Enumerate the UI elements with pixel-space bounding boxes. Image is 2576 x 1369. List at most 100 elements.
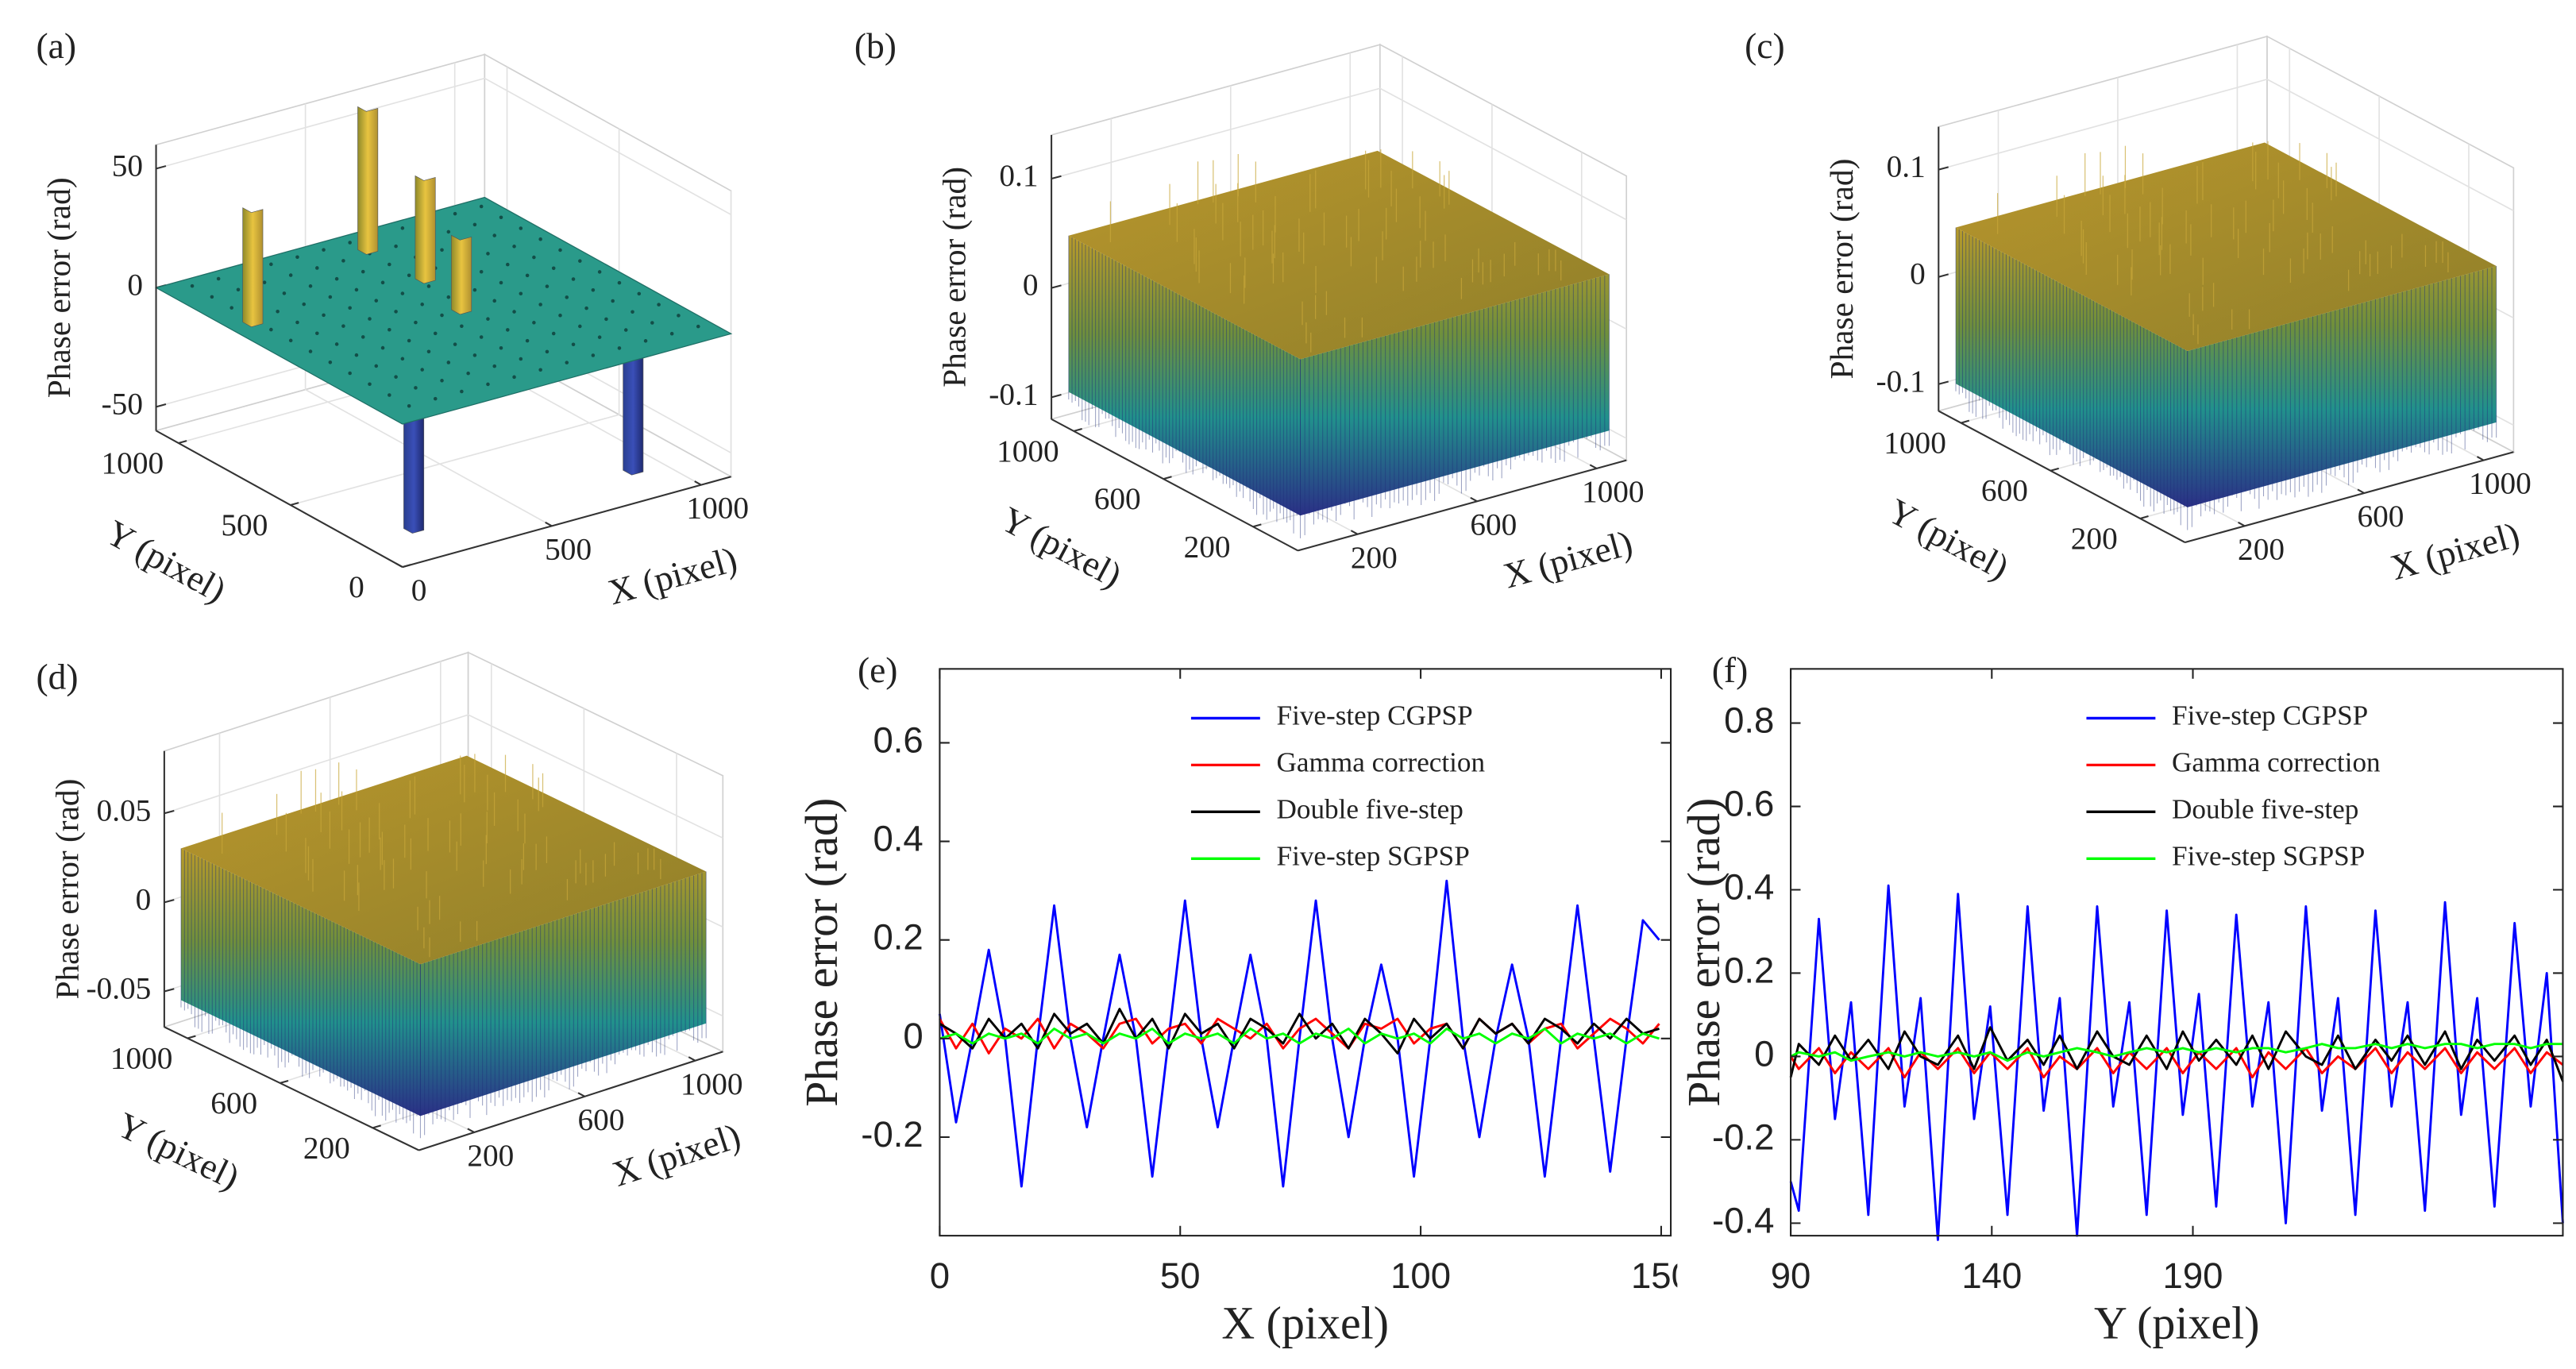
surface-dot — [479, 269, 484, 274]
surface-dot — [229, 306, 233, 310]
surface-dot — [328, 361, 333, 364]
surface-dot — [519, 291, 523, 296]
surface-dot — [643, 339, 648, 343]
panel-3d: (b) -0.1 0 0.1 200 600 1000 200 600 1000 Phase err… — [854, 25, 1645, 596]
surface-dot — [388, 262, 391, 267]
surface-dot — [519, 357, 523, 361]
surface-dot — [407, 273, 411, 278]
surface-dot — [354, 287, 359, 292]
z-tick — [164, 809, 175, 815]
surface-dot — [426, 349, 431, 353]
series-line — [939, 1017, 1660, 1055]
y-tick — [372, 1124, 381, 1129]
surface-spike — [415, 175, 436, 284]
surface-dot — [236, 287, 241, 292]
surface-dot — [315, 266, 319, 270]
y-tick — [1252, 523, 1262, 528]
surface-dot — [637, 291, 642, 296]
surface-dot — [453, 211, 457, 216]
x-tick-label: 0 — [411, 573, 427, 607]
x-tick-label: 500 — [545, 531, 592, 566]
surface-dot — [322, 313, 326, 318]
surface-dot — [571, 277, 576, 281]
y-axis-label: Phase error (rad) — [796, 798, 847, 1107]
surface-dot — [669, 331, 674, 336]
surface-dot — [446, 361, 451, 364]
y-tick — [2139, 515, 2149, 519]
surface-dot — [388, 393, 391, 397]
surface-dot — [414, 320, 418, 325]
surface-dot — [400, 226, 405, 230]
x-tick-label: 150 — [1631, 1255, 1691, 1296]
surface-dot — [433, 331, 438, 336]
surface-dot — [348, 241, 352, 245]
y-tick-label: 0.2 — [1724, 950, 1774, 990]
z-tick — [1938, 273, 1949, 278]
surface-dot — [545, 284, 550, 288]
y-axis-label: Phase error (rad) — [1678, 798, 1730, 1107]
surface-dot — [368, 382, 372, 387]
surface-spike — [623, 349, 644, 476]
x-tick-label: 90 — [1771, 1255, 1811, 1296]
surface-top — [1955, 142, 2497, 352]
surface-dot — [512, 310, 516, 314]
z-tick-label: -0.1 — [1876, 364, 1926, 399]
surface-dot — [440, 379, 444, 383]
surface-dot — [262, 280, 267, 284]
surface-dot — [486, 252, 490, 256]
surface-dot — [453, 342, 457, 346]
surface-dot — [368, 317, 372, 321]
surface-spike — [403, 407, 425, 534]
z-tick-label: 0 — [1910, 256, 1926, 291]
z-tick-label: 0.1 — [999, 158, 1038, 193]
z-tick — [156, 165, 167, 170]
surface-dot — [460, 389, 464, 394]
x-tick — [2476, 456, 2485, 461]
surface-dot — [328, 295, 333, 299]
surface-dot — [394, 244, 398, 249]
y-axis — [164, 1026, 420, 1151]
surface-dot — [617, 280, 622, 285]
y-tick-label: 1000 — [110, 1040, 173, 1075]
surface-dot — [426, 284, 431, 288]
surface-dot — [657, 303, 661, 307]
y-tick-label: 0.6 — [873, 719, 923, 760]
x-tick-label: 0 — [930, 1255, 950, 1296]
surface-dot — [525, 273, 530, 278]
y-tick-label: 0 — [903, 1016, 923, 1056]
panel-label: (c) — [1745, 25, 1785, 66]
z-tick — [1051, 284, 1062, 289]
surface-dot — [558, 248, 562, 253]
x-tick-label: 1000 — [686, 491, 749, 526]
surface-dot — [288, 338, 293, 343]
y-tick-label: 200 — [1184, 529, 1231, 564]
surface-dot — [380, 345, 385, 350]
surface-spike — [451, 234, 472, 315]
surface-top — [1068, 150, 1610, 360]
surface-dot — [400, 291, 405, 295]
surface-dot — [216, 276, 221, 281]
z-tick — [156, 403, 167, 408]
y-tick-label: 200 — [303, 1130, 350, 1165]
x-tick-label: 600 — [1470, 507, 1517, 542]
z-tick — [1051, 394, 1062, 399]
y-tick-label: 1000 — [1884, 426, 1946, 461]
surface-dot — [334, 276, 339, 281]
surface-top — [180, 755, 707, 965]
surface-dot — [479, 335, 484, 339]
surface-dot — [407, 403, 411, 408]
surface-dot — [492, 364, 497, 368]
series-line — [1790, 1043, 2563, 1062]
surface-dot — [420, 368, 424, 372]
y-tick — [1961, 419, 1970, 424]
surface-dot — [414, 386, 418, 390]
surface-dot — [460, 324, 464, 329]
surface-spike — [357, 106, 379, 255]
surface-dot — [623, 328, 628, 332]
surface-dot — [446, 295, 451, 299]
x-tick — [467, 1128, 475, 1133]
legend-label: Double five-step — [1277, 793, 1463, 824]
surface-dot — [400, 357, 405, 361]
y-axis — [1938, 410, 2186, 543]
